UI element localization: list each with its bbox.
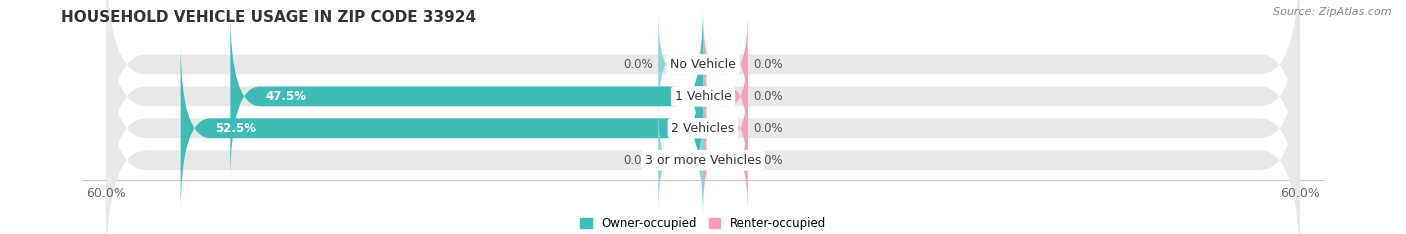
FancyBboxPatch shape <box>703 11 748 118</box>
FancyBboxPatch shape <box>231 11 703 182</box>
Text: 0.0%: 0.0% <box>752 58 782 71</box>
Text: 3 or more Vehicles: 3 or more Vehicles <box>645 154 761 167</box>
FancyBboxPatch shape <box>105 42 1301 234</box>
Text: 0.0%: 0.0% <box>752 154 782 167</box>
Text: 1 Vehicle: 1 Vehicle <box>675 90 731 103</box>
FancyBboxPatch shape <box>703 74 748 182</box>
FancyBboxPatch shape <box>105 0 1301 182</box>
Text: 0.0%: 0.0% <box>624 154 654 167</box>
FancyBboxPatch shape <box>658 11 703 118</box>
Text: 52.5%: 52.5% <box>215 122 256 135</box>
FancyBboxPatch shape <box>180 42 703 214</box>
FancyBboxPatch shape <box>658 106 703 214</box>
FancyBboxPatch shape <box>105 0 1301 214</box>
FancyBboxPatch shape <box>703 42 748 150</box>
Text: HOUSEHOLD VEHICLE USAGE IN ZIP CODE 33924: HOUSEHOLD VEHICLE USAGE IN ZIP CODE 3392… <box>62 10 477 25</box>
Text: 47.5%: 47.5% <box>266 90 307 103</box>
Text: 0.0%: 0.0% <box>752 122 782 135</box>
Text: 0.0%: 0.0% <box>624 58 654 71</box>
FancyBboxPatch shape <box>703 106 748 214</box>
Text: No Vehicle: No Vehicle <box>671 58 735 71</box>
Text: 0.0%: 0.0% <box>752 90 782 103</box>
FancyBboxPatch shape <box>105 11 1301 234</box>
Text: Source: ZipAtlas.com: Source: ZipAtlas.com <box>1274 7 1392 17</box>
Legend: Owner-occupied, Renter-occupied: Owner-occupied, Renter-occupied <box>579 217 827 230</box>
Text: 2 Vehicles: 2 Vehicles <box>672 122 734 135</box>
